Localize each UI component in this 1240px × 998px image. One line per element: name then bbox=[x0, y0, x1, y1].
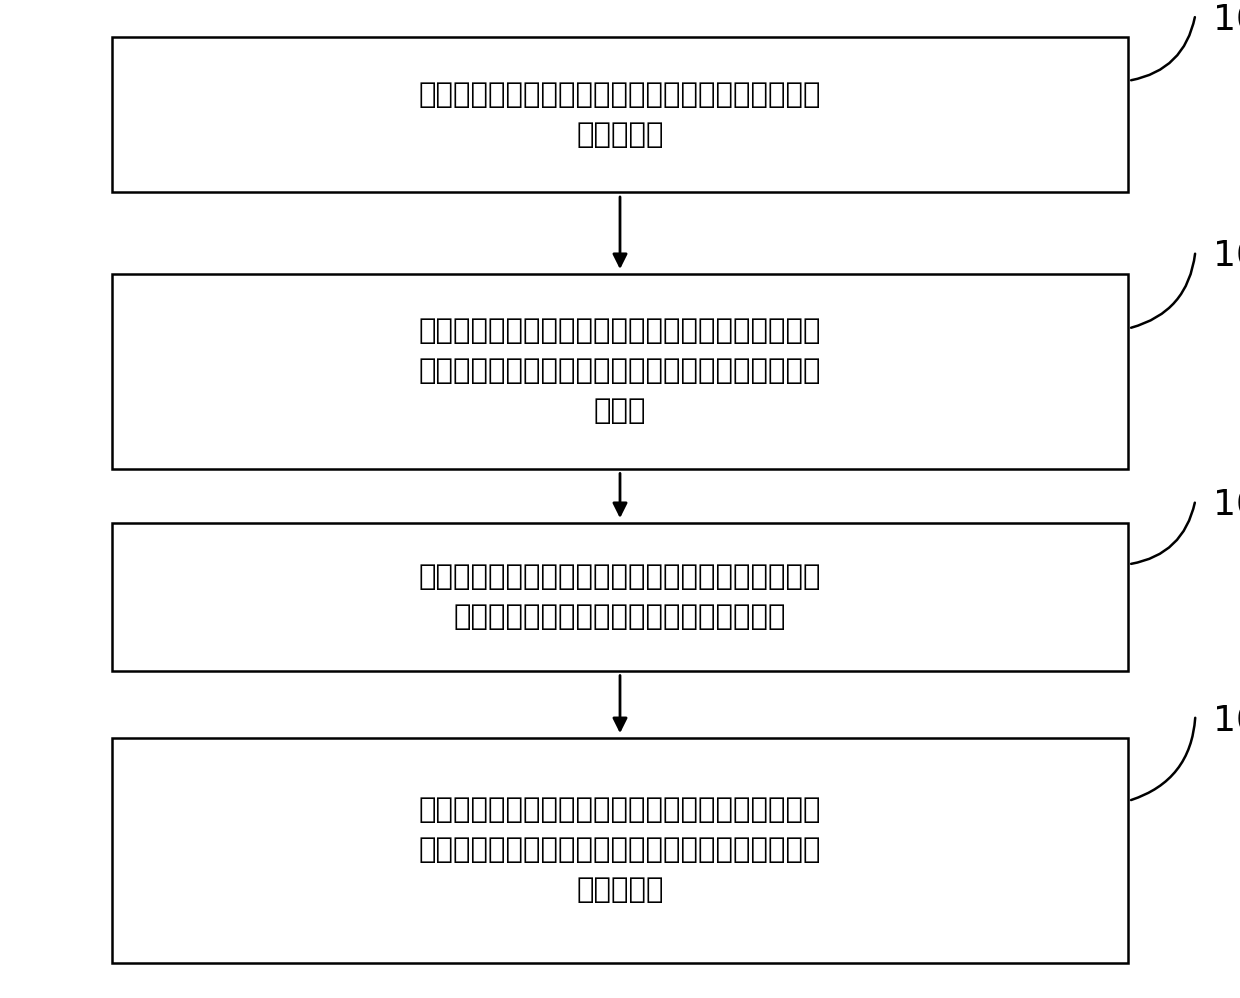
Text: 控制定位导线通过延伸导管再次进入病灶处，根据定
位导线的电磁传感信号，定位病灶，实现对病灶的后
续处理操作: 控制定位导线通过延伸导管再次进入病灶处，根据定 位导线的电磁传感信号，定位病灶，… bbox=[419, 796, 821, 904]
Text: 104: 104 bbox=[1214, 703, 1240, 737]
Text: 103: 103 bbox=[1214, 488, 1240, 522]
FancyArrowPatch shape bbox=[1131, 503, 1195, 564]
FancyArrowPatch shape bbox=[1131, 17, 1195, 80]
Text: 根据定位导线进入的长度，确定锚定钳的锚定位置，
通过锚定钳将延伸导管固定支撑于锚定位置: 根据定位导线进入的长度，确定锚定钳的锚定位置， 通过锚定钳将延伸导管固定支撑于锚… bbox=[419, 563, 821, 631]
Text: 控制探测定位装置的定位导线和延伸导管一起进入病
灶所在区域: 控制探测定位装置的定位导线和延伸导管一起进入病 灶所在区域 bbox=[419, 81, 821, 149]
Text: 根据定位导线的电磁传感探头检测病灶，当未检测到
病灶时，控制延伸导管到达所述病灶处，控制定位导
线退出: 根据定位导线的电磁传感探头检测病灶，当未检测到 病灶时，控制延伸导管到达所述病灶… bbox=[419, 317, 821, 425]
Bar bbox=[112, 739, 1128, 962]
Bar bbox=[112, 274, 1128, 469]
Bar bbox=[112, 523, 1128, 671]
FancyArrowPatch shape bbox=[1131, 253, 1195, 327]
Text: 102: 102 bbox=[1214, 239, 1240, 272]
FancyArrowPatch shape bbox=[1131, 718, 1195, 800]
Bar bbox=[112, 38, 1128, 193]
Text: 101: 101 bbox=[1214, 2, 1240, 36]
